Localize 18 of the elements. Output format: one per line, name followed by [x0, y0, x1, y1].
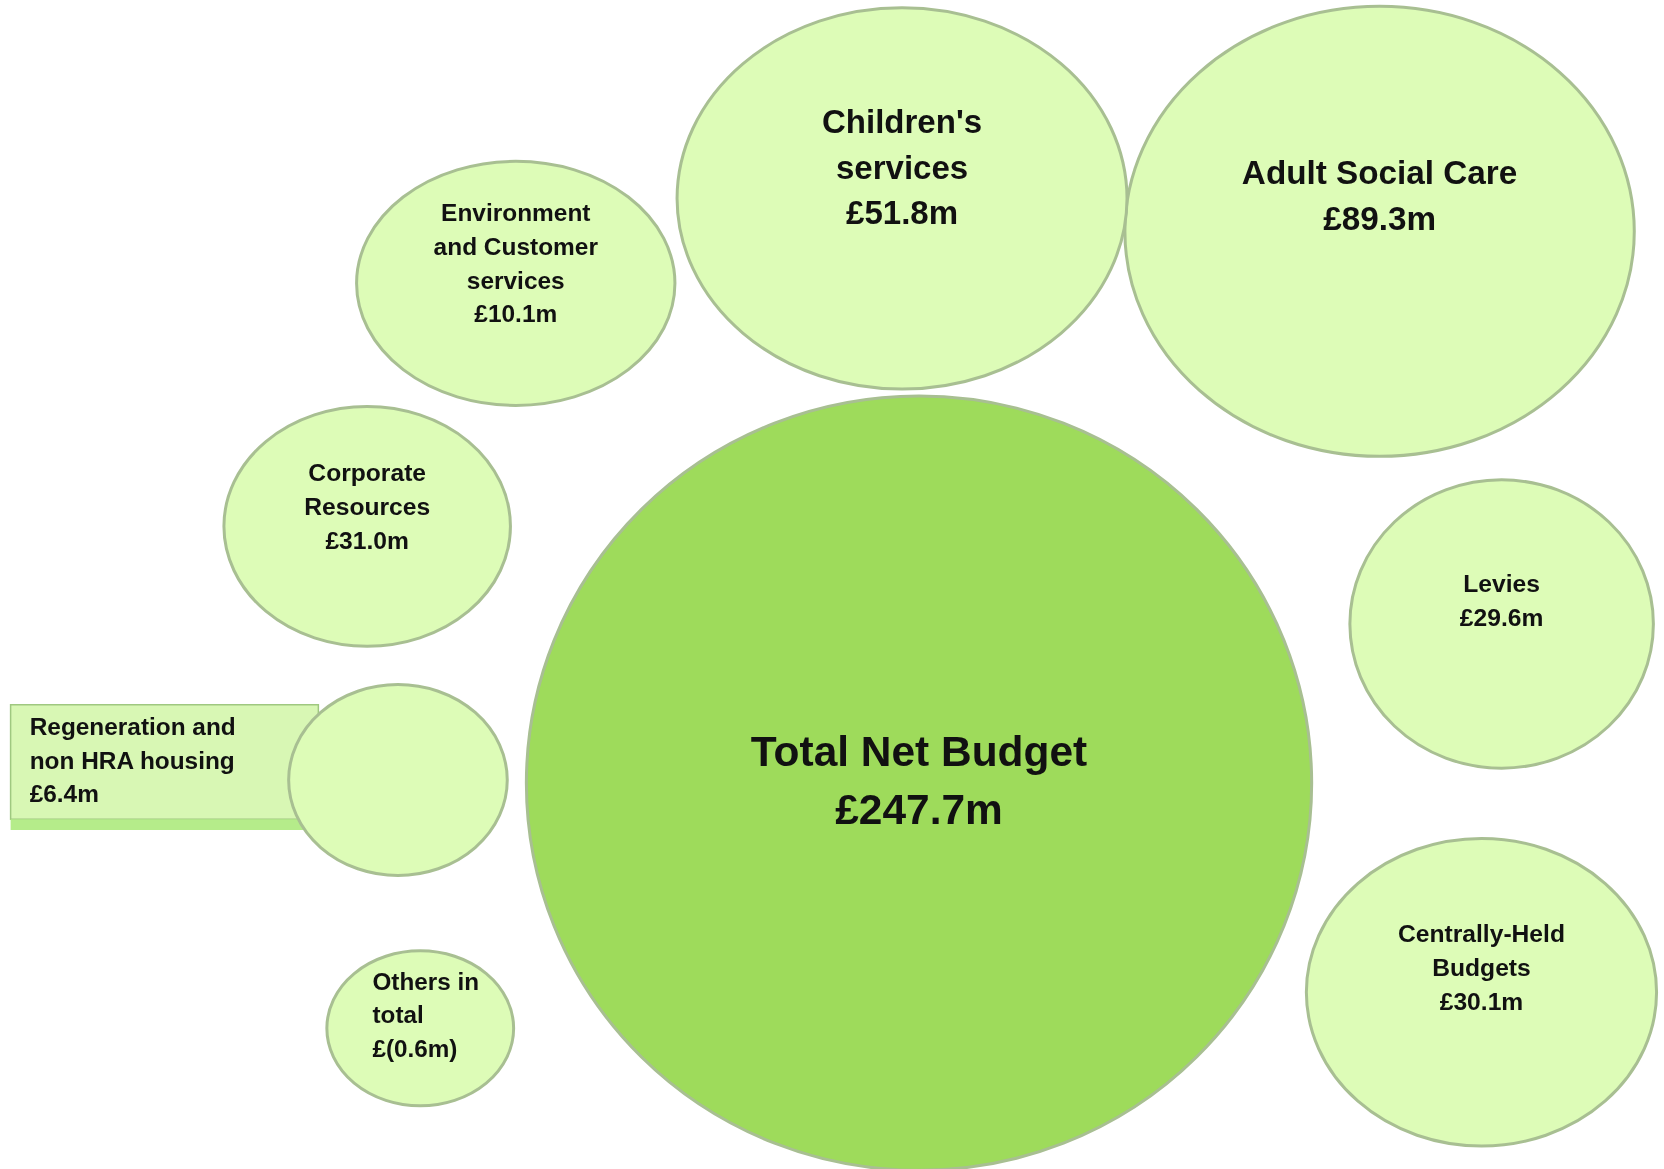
data-label: £51.8m: [846, 194, 959, 232]
category-label: Environment and Customer services: [433, 199, 599, 294]
category-label: Children's services: [821, 103, 983, 186]
category-label: Others in total: [372, 967, 479, 1029]
data-label: £6.4m: [29, 780, 99, 808]
category-label: Regeneration and non HRA housing: [29, 713, 236, 774]
data-label: £31.0m: [325, 527, 409, 555]
data-label: £247.7m: [835, 786, 1003, 834]
data-label: £30.1m: [1439, 987, 1524, 1015]
category-label: Centrally-Held Budgets: [1397, 919, 1565, 981]
data-label: £(0.6m): [372, 1034, 458, 1062]
category-label: Total Net Budget: [750, 727, 1088, 775]
data-label: £89.3m: [1323, 199, 1437, 237]
category-label: Adult Social Care: [1241, 153, 1518, 191]
data-label: £10.1m: [474, 300, 558, 328]
category-label: Corporate Resources: [304, 459, 431, 521]
data-label: £29.6m: [1459, 604, 1544, 632]
category-label: Levies: [1463, 570, 1540, 598]
